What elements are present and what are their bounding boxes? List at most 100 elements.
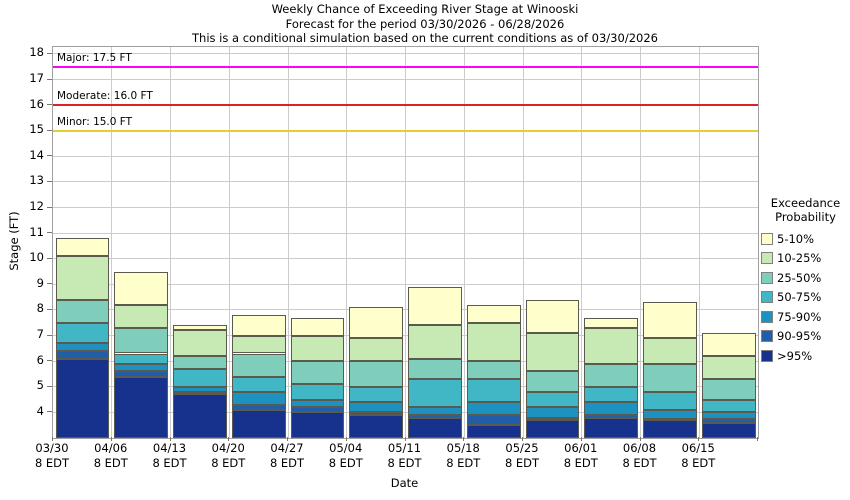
x-tick-time: 8 EDT <box>622 455 657 470</box>
legend-entry: >95% <box>761 346 850 366</box>
y-tick-mark <box>47 206 52 208</box>
bar-segment-10-25% <box>290 335 345 362</box>
bar-segment-25-50% <box>114 327 168 354</box>
x-tick-label: 05/25 8 EDT <box>492 441 552 470</box>
gridline-v <box>522 47 524 438</box>
x-tick-label: 04/20 8 EDT <box>198 441 258 470</box>
y-tick-mark <box>47 308 52 310</box>
bar-outline <box>114 271 168 438</box>
legend-label: 25-50% <box>777 270 822 285</box>
x-tick-label: 05/04 8 EDT <box>316 441 376 470</box>
gridline-v <box>581 47 583 438</box>
legend-label: 75-90% <box>777 309 822 324</box>
y-tick-mark <box>47 385 52 387</box>
gridline-v <box>463 47 465 438</box>
y-tick-label: 18 <box>29 45 44 60</box>
gridline-v <box>405 47 406 438</box>
bar-outline <box>584 317 638 438</box>
legend-label: 90-95% <box>777 329 822 344</box>
x-tick-mark <box>463 437 465 441</box>
x-tick-time: 8 EDT <box>211 455 246 470</box>
legend-entry: 90-95% <box>761 327 850 347</box>
bar-segment-10-25% <box>173 330 227 357</box>
bar-outline <box>525 299 580 438</box>
bar-outline <box>173 325 227 438</box>
x-tick-date: 06/08 <box>622 441 657 455</box>
x-tick-label: 04/27 8 EDT <box>257 441 317 470</box>
threshold-label-moderate: Moderate: 16.0 FT <box>57 90 153 103</box>
y-tick-label: 9 <box>36 275 44 290</box>
x-tick-label: 05/18 8 EDT <box>433 441 493 470</box>
y-tick-mark <box>47 334 52 336</box>
x-tick-time: 8 EDT <box>504 455 540 470</box>
legend-swatch <box>761 349 773 362</box>
x-tick-mark <box>169 437 171 441</box>
x-tick-mark <box>757 437 758 441</box>
y-tick-mark <box>47 155 52 157</box>
bar-outline <box>466 304 521 438</box>
legend-label: 10-25% <box>777 251 822 266</box>
legend: Exceedance Probability 5-10% 10-25% 25-50%… <box>761 196 850 366</box>
bar-outline <box>55 238 110 438</box>
gridline-v <box>111 47 113 438</box>
bar-outline <box>701 333 756 438</box>
x-tick-mark <box>404 437 406 441</box>
y-tick-mark <box>47 104 52 106</box>
legend-entry: 50-75% <box>761 288 850 308</box>
legend-swatch <box>761 330 773 343</box>
y-tick-label: 14 <box>29 147 44 162</box>
x-tick-mark <box>639 437 641 441</box>
chart-title: Weekly Chance of Exceeding River Stage a… <box>271 2 579 16</box>
bar-outline <box>231 315 286 438</box>
x-tick-label: 06/01 8 EDT <box>551 441 611 470</box>
y-tick-label: 4 <box>36 403 44 418</box>
x-tick-time: 8 EDT <box>34 455 70 470</box>
chart-subtitle-period: Forecast for the period 03/30/2026 - 06/… <box>285 16 565 31</box>
x-tick-date: 06/15 <box>681 441 715 455</box>
threshold-label-major: Major: 17.5 FT <box>57 51 132 64</box>
legend-swatch <box>761 252 773 265</box>
y-tick-mark <box>47 52 52 54</box>
y-tick-label: 15 <box>29 122 44 137</box>
bar-outline <box>349 307 403 438</box>
y-tick-mark <box>47 78 52 80</box>
threshold-line-minor <box>53 129 758 132</box>
x-tick-time: 8 EDT <box>387 455 422 470</box>
x-tick-time: 8 EDT <box>681 455 716 470</box>
x-tick-date: 04/06 <box>94 441 128 455</box>
x-tick-time: 8 EDT <box>269 455 305 470</box>
legend-title-line2: Probability <box>775 210 836 224</box>
gridline-v <box>287 47 289 438</box>
x-tick-label: 06/15 8 EDT <box>668 441 728 470</box>
x-tick-time: 8 EDT <box>446 455 481 470</box>
y-tick-label: 12 <box>29 199 44 214</box>
y-tick-label: 11 <box>29 224 44 239</box>
chart-subtitle-conditions: This is a conditional simulation based o… <box>192 31 658 45</box>
title-block: Weekly Chance of Exceeding River Stage a… <box>0 2 850 46</box>
legend-entry: 25-50% <box>761 268 850 288</box>
x-tick-date: 03/30 <box>35 441 69 455</box>
y-tick-mark <box>47 360 52 362</box>
legend-label: >95% <box>777 348 813 363</box>
x-tick-date: 05/25 <box>505 441 539 455</box>
y-tick-label: 16 <box>29 96 44 111</box>
gridline-v <box>640 47 641 438</box>
plot-area: Major: 17.5 FT Moderate: 16.0 FT Minor: 15… <box>52 46 759 439</box>
gridline-v <box>698 47 700 438</box>
x-tick-mark <box>580 437 582 441</box>
threshold-line-moderate <box>53 104 758 107</box>
x-tick-label: 04/06 8 EDT <box>81 441 141 470</box>
gridline-v <box>170 47 171 438</box>
y-tick-mark <box>47 129 52 131</box>
legend-entry: 10-25% <box>761 249 850 269</box>
x-tick-mark <box>698 437 700 441</box>
legend-swatch <box>761 310 773 323</box>
x-axis-label: Date <box>390 476 419 490</box>
x-tick-date: 05/04 <box>329 441 363 455</box>
x-tick-date: 04/13 <box>152 441 187 455</box>
bar-segment-25-50% <box>643 363 697 392</box>
x-tick-date: 04/20 <box>211 441 245 455</box>
legend-label: 50-75% <box>777 290 822 305</box>
legend-swatch <box>761 271 773 284</box>
bar-segment-5-10% <box>114 271 168 305</box>
